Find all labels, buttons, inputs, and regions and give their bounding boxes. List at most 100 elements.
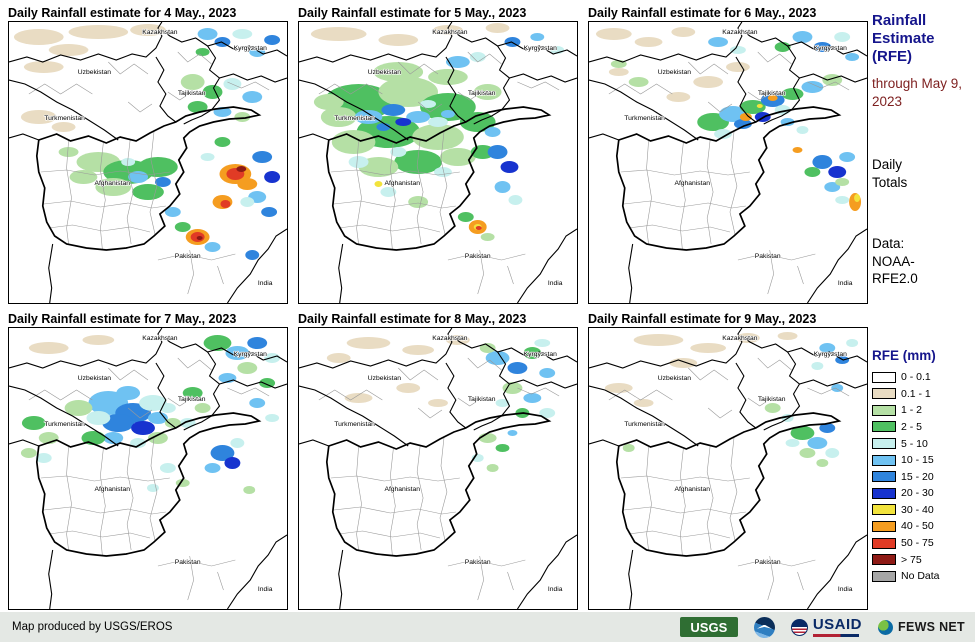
- rain-cell: [131, 421, 155, 435]
- country-label: Afghanistan: [384, 180, 420, 187]
- country-label: Turkmenistan: [44, 115, 85, 122]
- rain-cell: [204, 463, 221, 473]
- rain-cell: [507, 362, 528, 374]
- rain-cell: [121, 158, 136, 166]
- rain-cell: [82, 335, 115, 345]
- rain-cell: [200, 153, 215, 161]
- rain-cell: [485, 23, 510, 33]
- country-label: India: [838, 586, 853, 593]
- basemap: [589, 328, 867, 609]
- rain-cell: [834, 32, 851, 42]
- rain-cell: [739, 100, 766, 114]
- rain-cell: [439, 148, 476, 166]
- rain-cell: [240, 197, 255, 207]
- usaid-logo: USAID: [790, 617, 862, 637]
- rainfall-map: Kazakhstan Kyrgyzstan Uzbekistan Tajikistan…: [299, 22, 577, 303]
- attribution-text: Map produced by USGS/EROS: [12, 621, 173, 633]
- legend-label: 15 - 20: [901, 470, 934, 483]
- map-frame: Kazakhstan Kyrgyzstan Uzbekistan Tajikistan…: [298, 327, 578, 610]
- rain-cell: [819, 423, 836, 433]
- legend-row: 10 - 15: [872, 452, 972, 469]
- country-label: Kyrgyzstan: [814, 351, 848, 358]
- sidebar-title: Rainfall Estimate (RFE): [872, 12, 935, 65]
- rain-cell: [735, 333, 760, 343]
- rain-cell: [236, 166, 247, 172]
- rainfall-map: Kazakhstan Kyrgyzstan Uzbekistan Tajikistan…: [589, 328, 867, 609]
- country-label: Pakistan: [755, 559, 781, 566]
- rain-cell: [21, 416, 46, 430]
- rain-cell: [20, 448, 37, 458]
- country-label: Pakistan: [175, 253, 201, 260]
- map-frame: Kazakhstan Kyrgyzstan Uzbekistan Tajikistan…: [588, 21, 868, 304]
- rain-cell: [507, 430, 518, 436]
- country-label: Pakistan: [465, 559, 491, 566]
- rain-cell: [86, 411, 111, 425]
- rain-cell: [197, 28, 218, 40]
- rain-cell: [344, 393, 373, 403]
- rain-cell: [264, 35, 281, 45]
- rain-cell: [116, 386, 141, 400]
- rain-cell: [774, 42, 791, 52]
- country-label: Tajikistan: [178, 396, 206, 403]
- country-label: Tajikistan: [468, 90, 496, 97]
- rain-cell: [508, 195, 523, 205]
- country-label: Uzbekistan: [368, 375, 402, 382]
- rain-cell: [420, 100, 437, 108]
- panel-title: Daily Rainfall estimate for 4 May., 2023: [8, 6, 237, 20]
- rain-cell: [428, 69, 468, 85]
- country-label: Kazakhstan: [722, 29, 757, 36]
- country-label: Afghanistan: [384, 486, 420, 493]
- legend-swatch: [872, 421, 896, 433]
- rain-cell: [264, 171, 281, 183]
- panel-title: Daily Rainfall estimate for 9 May., 2023: [588, 312, 817, 326]
- rain-cell: [148, 432, 168, 444]
- country-label: India: [548, 280, 563, 287]
- rain-cell: [214, 137, 231, 147]
- country-label: Kyrgyzstan: [234, 45, 268, 52]
- rain-cell: [690, 343, 727, 353]
- rain-cell: [252, 151, 273, 163]
- rain-cell: [348, 156, 369, 168]
- legend-row: 0 - 0.1: [872, 369, 972, 386]
- rain-cell: [68, 25, 129, 39]
- country-label: Kyrgyzstan: [524, 351, 558, 358]
- rainfall-map: Kazakhstan Kyrgyzstan Uzbekistan Tajikistan…: [299, 328, 577, 609]
- rain-cell: [530, 33, 545, 41]
- sidebar: Rainfall Estimate (RFE) through May 9, 2…: [872, 12, 972, 585]
- rain-cell: [539, 408, 556, 418]
- rain-cell: [792, 147, 803, 153]
- sidebar-daily-totals: Daily Totals: [872, 157, 908, 190]
- country-labels: Kazakhstan Kyrgyzstan Uzbekistan Tajikistan…: [624, 28, 854, 287]
- rain-cell: [154, 177, 171, 187]
- rain-cell: [408, 196, 429, 208]
- rain-cell: [20, 110, 57, 124]
- rain-cell: [839, 152, 856, 162]
- rain-cell: [428, 117, 448, 127]
- legend-row: 0.1 - 1: [872, 385, 972, 402]
- fewsnet-logo: FEWS NET: [878, 619, 965, 635]
- basemap: [299, 328, 577, 609]
- map-frame: Kazakhstan Kyrgyzstan Uzbekistan Tajikistan…: [8, 21, 288, 304]
- rain-cell: [164, 207, 181, 217]
- legend-label: 1 - 2: [901, 404, 923, 417]
- rain-cell: [825, 448, 840, 458]
- rain-cell: [354, 110, 383, 124]
- rain-cell: [457, 212, 474, 222]
- rain-cell: [726, 62, 750, 72]
- rain-cell: [440, 110, 455, 118]
- logo-row: USGS USAID FEWS NET: [679, 616, 965, 638]
- globe-icon: [878, 619, 894, 635]
- rain-cell: [310, 27, 367, 41]
- rain-cell: [804, 167, 821, 177]
- legend-swatch: [872, 570, 896, 582]
- rain-cell: [412, 124, 464, 150]
- rain-cell: [807, 437, 828, 449]
- rain-cell: [182, 387, 203, 399]
- legend-row: > 75: [872, 551, 972, 568]
- country-label: India: [258, 586, 273, 593]
- rain-cell: [259, 378, 276, 388]
- rain-cell: [196, 236, 203, 240]
- rain-cell: [480, 233, 495, 241]
- map-frame: Kazakhstan Kyrgyzstan Uzbekistan Tajikistan…: [588, 327, 868, 610]
- rain-cell: [174, 222, 191, 232]
